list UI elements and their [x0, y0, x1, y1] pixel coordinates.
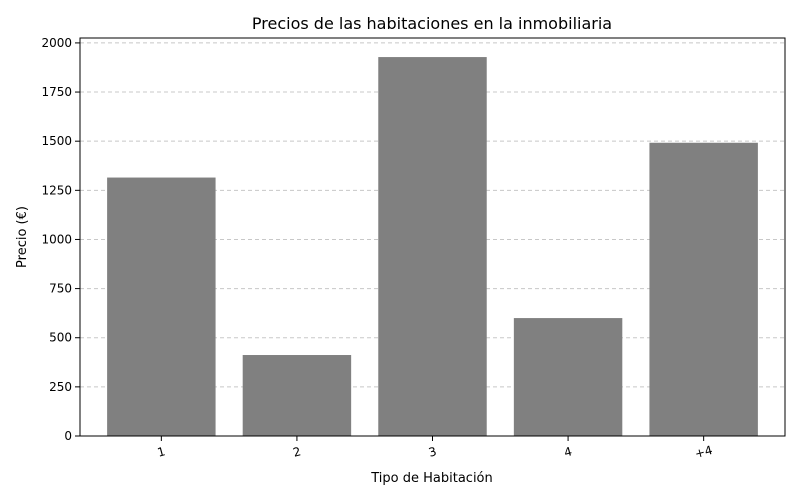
y-tick-label: 1250 — [41, 183, 72, 197]
y-tick-label: 750 — [49, 282, 72, 296]
chart-title: Precios de las habitaciones en la inmobi… — [252, 14, 612, 33]
bar-4 — [513, 318, 623, 436]
bar-1 — [107, 177, 216, 436]
y-tick-label: 500 — [49, 331, 72, 345]
x-tick-label: 3 — [427, 444, 438, 460]
x-tick-label: +4 — [693, 443, 714, 461]
y-tick-label: 1750 — [41, 85, 72, 99]
y-axis-ticks: 0 250 500 750 1000 1250 1500 1750 2000 — [41, 36, 80, 443]
y-tick-label: 0 — [64, 429, 72, 443]
bar-plus4 — [649, 142, 758, 436]
y-tick-label: 2000 — [41, 36, 72, 50]
y-tick-label: 1000 — [41, 232, 72, 246]
y-tick-label: 250 — [49, 380, 72, 394]
bar-2 — [242, 355, 352, 436]
bars — [107, 57, 758, 436]
x-axis-label: Tipo de Habitación — [370, 471, 493, 486]
x-axis-ticks: 1 2 3 4 +4 — [156, 436, 714, 461]
y-axis-label: Precio (€) — [15, 206, 30, 268]
bar-3 — [378, 57, 487, 436]
x-tick-label: 1 — [156, 444, 167, 460]
y-tick-label: 1500 — [41, 134, 72, 148]
x-tick-label: 2 — [291, 444, 302, 460]
x-tick-label: 4 — [563, 444, 574, 460]
